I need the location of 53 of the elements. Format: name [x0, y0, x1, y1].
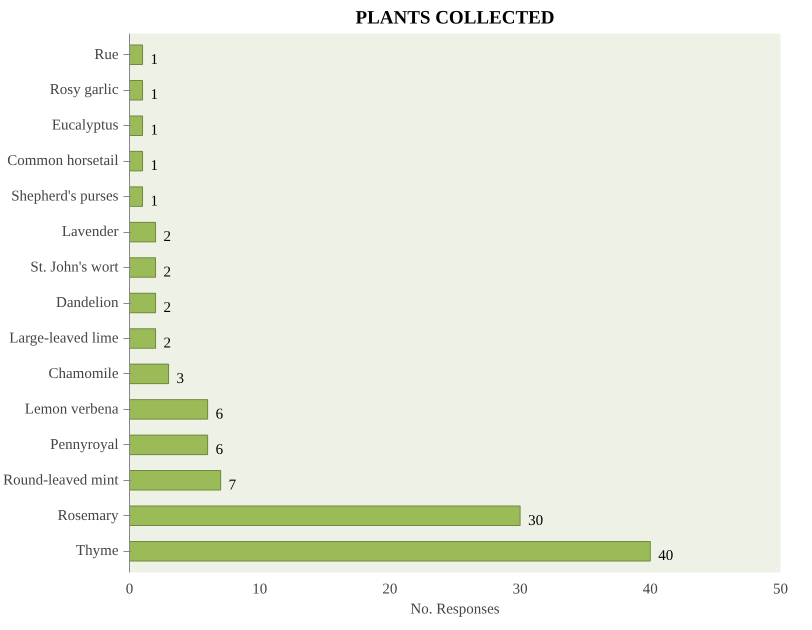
bar — [130, 506, 521, 526]
y-tick-label: Thyme — [76, 543, 119, 560]
y-tick-label: Shepherd's purses — [11, 188, 119, 205]
x-tick-label: 40 — [642, 582, 658, 598]
x-tick-label: 50 — [773, 582, 788, 598]
x-tick-label: 30 — [512, 582, 528, 598]
x-tick-label: 0 — [126, 582, 134, 598]
bar — [130, 80, 144, 100]
bar — [130, 150, 144, 172]
data-label: 1 — [150, 122, 158, 139]
data-label: 1 — [150, 52, 158, 68]
bar — [130, 434, 208, 456]
bar — [130, 292, 156, 314]
y-tick-label: Common horsetail — [7, 153, 119, 170]
bar — [130, 257, 156, 278]
data-label: 2 — [164, 335, 172, 352]
y-tick-label: Chamomile — [48, 366, 119, 382]
bar — [130, 44, 144, 66]
data-label: 2 — [164, 264, 172, 281]
bar — [130, 222, 156, 242]
data-label: 6 — [216, 442, 224, 458]
data-label: 7 — [228, 477, 237, 494]
y-tick-label: Round-leaved mint — [3, 472, 120, 488]
bar — [130, 399, 208, 420]
data-label: 2 — [164, 300, 172, 316]
x-tick-label: 20 — [382, 582, 398, 598]
y-tick-label: Large-leaved lime — [9, 330, 119, 346]
data-label: 1 — [150, 158, 158, 174]
bar — [130, 364, 170, 384]
x-tick-label: 10 — [252, 582, 268, 598]
y-tick-label: Lavender — [62, 224, 119, 240]
bar — [130, 540, 651, 562]
data-label: 40 — [658, 548, 674, 564]
data-label: 3 — [176, 370, 184, 387]
chart-title: PLANTS COLLECTED — [355, 8, 555, 28]
bar — [130, 470, 222, 491]
data-label: 30 — [528, 512, 544, 529]
bar — [130, 186, 144, 207]
data-label: 2 — [164, 229, 172, 246]
y-tick-label: Lemon verbena — [24, 401, 119, 418]
data-label: 6 — [216, 406, 224, 422]
y-tick-label: Dandelion — [56, 295, 119, 311]
y-tick-label: Rue — [94, 46, 119, 63]
bar — [130, 115, 144, 136]
y-tick-label: Rosemary — [58, 508, 119, 524]
x-axis-title: No. Responses — [410, 602, 500, 618]
y-tick-label: Pennyroyal — [50, 436, 119, 453]
bar — [130, 328, 156, 349]
y-tick-label: Rosy garlic — [50, 82, 119, 98]
data-label: 1 — [150, 194, 158, 210]
y-tick-label: St. John's wort — [30, 260, 120, 276]
y-tick-label: Eucalyptus — [52, 118, 119, 134]
data-label: 1 — [150, 87, 158, 104]
